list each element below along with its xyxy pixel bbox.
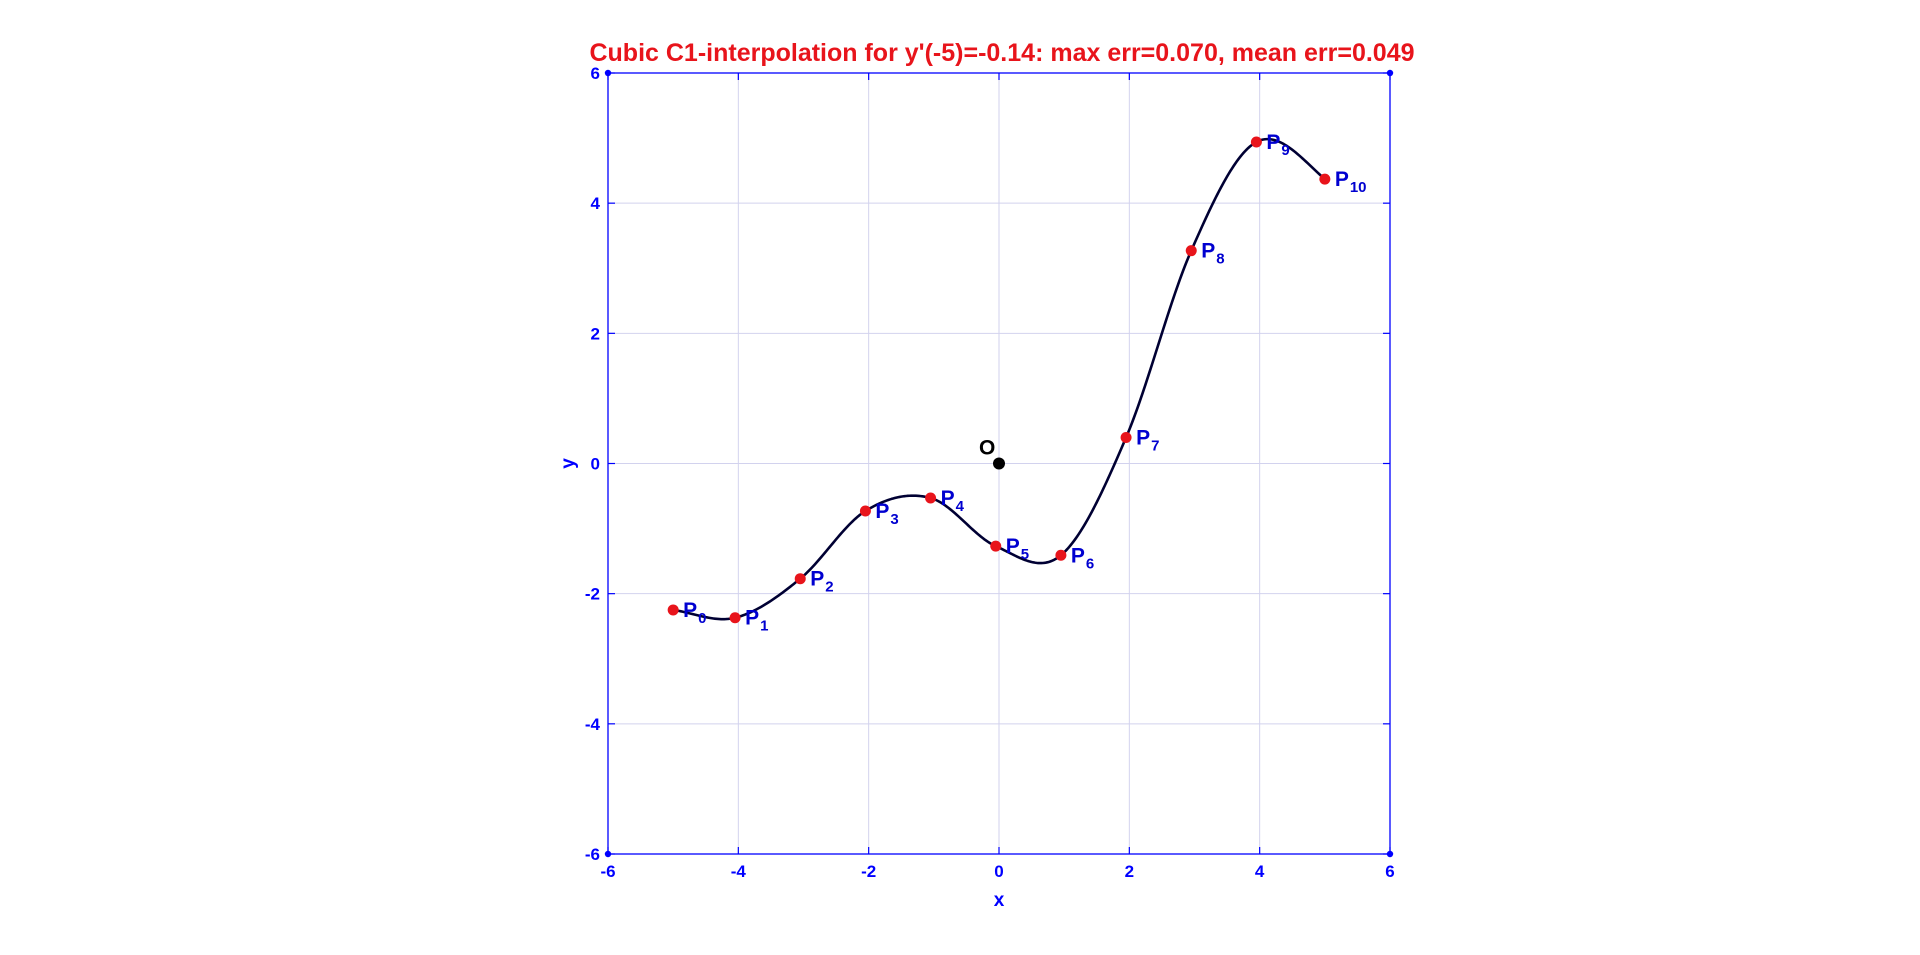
y-tick-label: 4 [591, 194, 601, 213]
point-label-P8: P8 [1201, 240, 1224, 268]
origin-label: O [979, 437, 995, 460]
data-point-P2 [794, 573, 806, 585]
y-tick-label: 2 [591, 324, 600, 343]
axes-corner-marker [1386, 850, 1394, 858]
y-tick-label: -2 [585, 585, 600, 604]
point-label-main: P [1335, 168, 1349, 191]
point-label-P2: P2 [810, 568, 833, 596]
data-point-P4 [925, 492, 937, 504]
point-label-main: P [1201, 240, 1215, 263]
point-label-subscript: 0 [698, 610, 706, 627]
axes-corner-marker [604, 69, 612, 77]
y-axis-label: y [558, 458, 579, 469]
axes-corner-marker [1386, 69, 1394, 77]
point-label-P3: P3 [875, 500, 898, 528]
point-label-subscript: 3 [890, 511, 898, 528]
data-point-P9 [1250, 136, 1262, 148]
point-label-P10: P10 [1335, 168, 1367, 196]
chart-title: Cubic C1-interpolation for y'(-5)=-0.14:… [589, 39, 1414, 67]
grid-lines [608, 73, 1390, 854]
data-point-P1 [729, 612, 741, 624]
origin-point [993, 457, 1005, 470]
data-point-P5 [990, 540, 1002, 552]
point-label-P0: P0 [683, 599, 706, 627]
point-label-subscript: 10 [1350, 179, 1367, 196]
origin-layer: O [979, 437, 1005, 470]
point-label-subscript: 9 [1281, 142, 1289, 159]
x-tick-label: 6 [1385, 862, 1394, 881]
point-label-subscript: 8 [1216, 251, 1224, 268]
point-label-main: P [745, 607, 759, 630]
point-label-main: P [810, 568, 824, 591]
point-label-P4: P4 [941, 487, 965, 515]
data-point-P0 [667, 604, 679, 616]
x-tick-label: -2 [861, 862, 876, 881]
y-tick-label: 6 [591, 64, 600, 83]
point-label-main: P [1071, 544, 1085, 567]
x-tick-label: 0 [994, 862, 1003, 881]
y-tick-label: 0 [591, 455, 600, 474]
data-point-P6 [1055, 549, 1067, 561]
point-label-P5: P5 [1006, 535, 1029, 563]
point-label-P1: P1 [745, 607, 768, 635]
point-label-P7: P7 [1136, 426, 1159, 454]
axes-corner-marker [604, 850, 612, 858]
y-tick-label: -4 [585, 715, 601, 734]
x-tick-label: -4 [731, 862, 747, 881]
x-tick-label: 2 [1125, 862, 1134, 881]
axis-ticks: -6 -4 -2 0 2 4 6 -6 -4 -2 0 2 4 6 [585, 64, 1395, 881]
data-point-P10 [1319, 173, 1331, 185]
data-point-P8 [1185, 245, 1197, 257]
point-label-subscript: 7 [1151, 437, 1159, 454]
point-label-main: P [1136, 426, 1150, 449]
data-point-P7 [1120, 431, 1132, 443]
point-label-P6: P6 [1071, 544, 1094, 572]
y-tick-label: -6 [585, 845, 600, 864]
point-label-main: P [941, 487, 955, 510]
x-axis-label: x [994, 890, 1005, 911]
point-label-main: P [875, 500, 889, 523]
point-label-main: P [1006, 535, 1020, 558]
point-label-P9: P9 [1266, 131, 1289, 159]
point-label-subscript: 5 [1021, 546, 1029, 563]
point-label-subscript: 2 [825, 579, 833, 596]
x-tick-label: 4 [1255, 862, 1265, 881]
point-label-subscript: 6 [1086, 555, 1094, 572]
point-label-subscript: 4 [956, 498, 965, 515]
x-tick-label: -6 [600, 862, 615, 881]
point-label-subscript: 1 [760, 618, 768, 635]
data-point-P3 [859, 505, 871, 517]
point-label-main: P [1266, 131, 1280, 154]
point-label-main: P [683, 599, 697, 622]
